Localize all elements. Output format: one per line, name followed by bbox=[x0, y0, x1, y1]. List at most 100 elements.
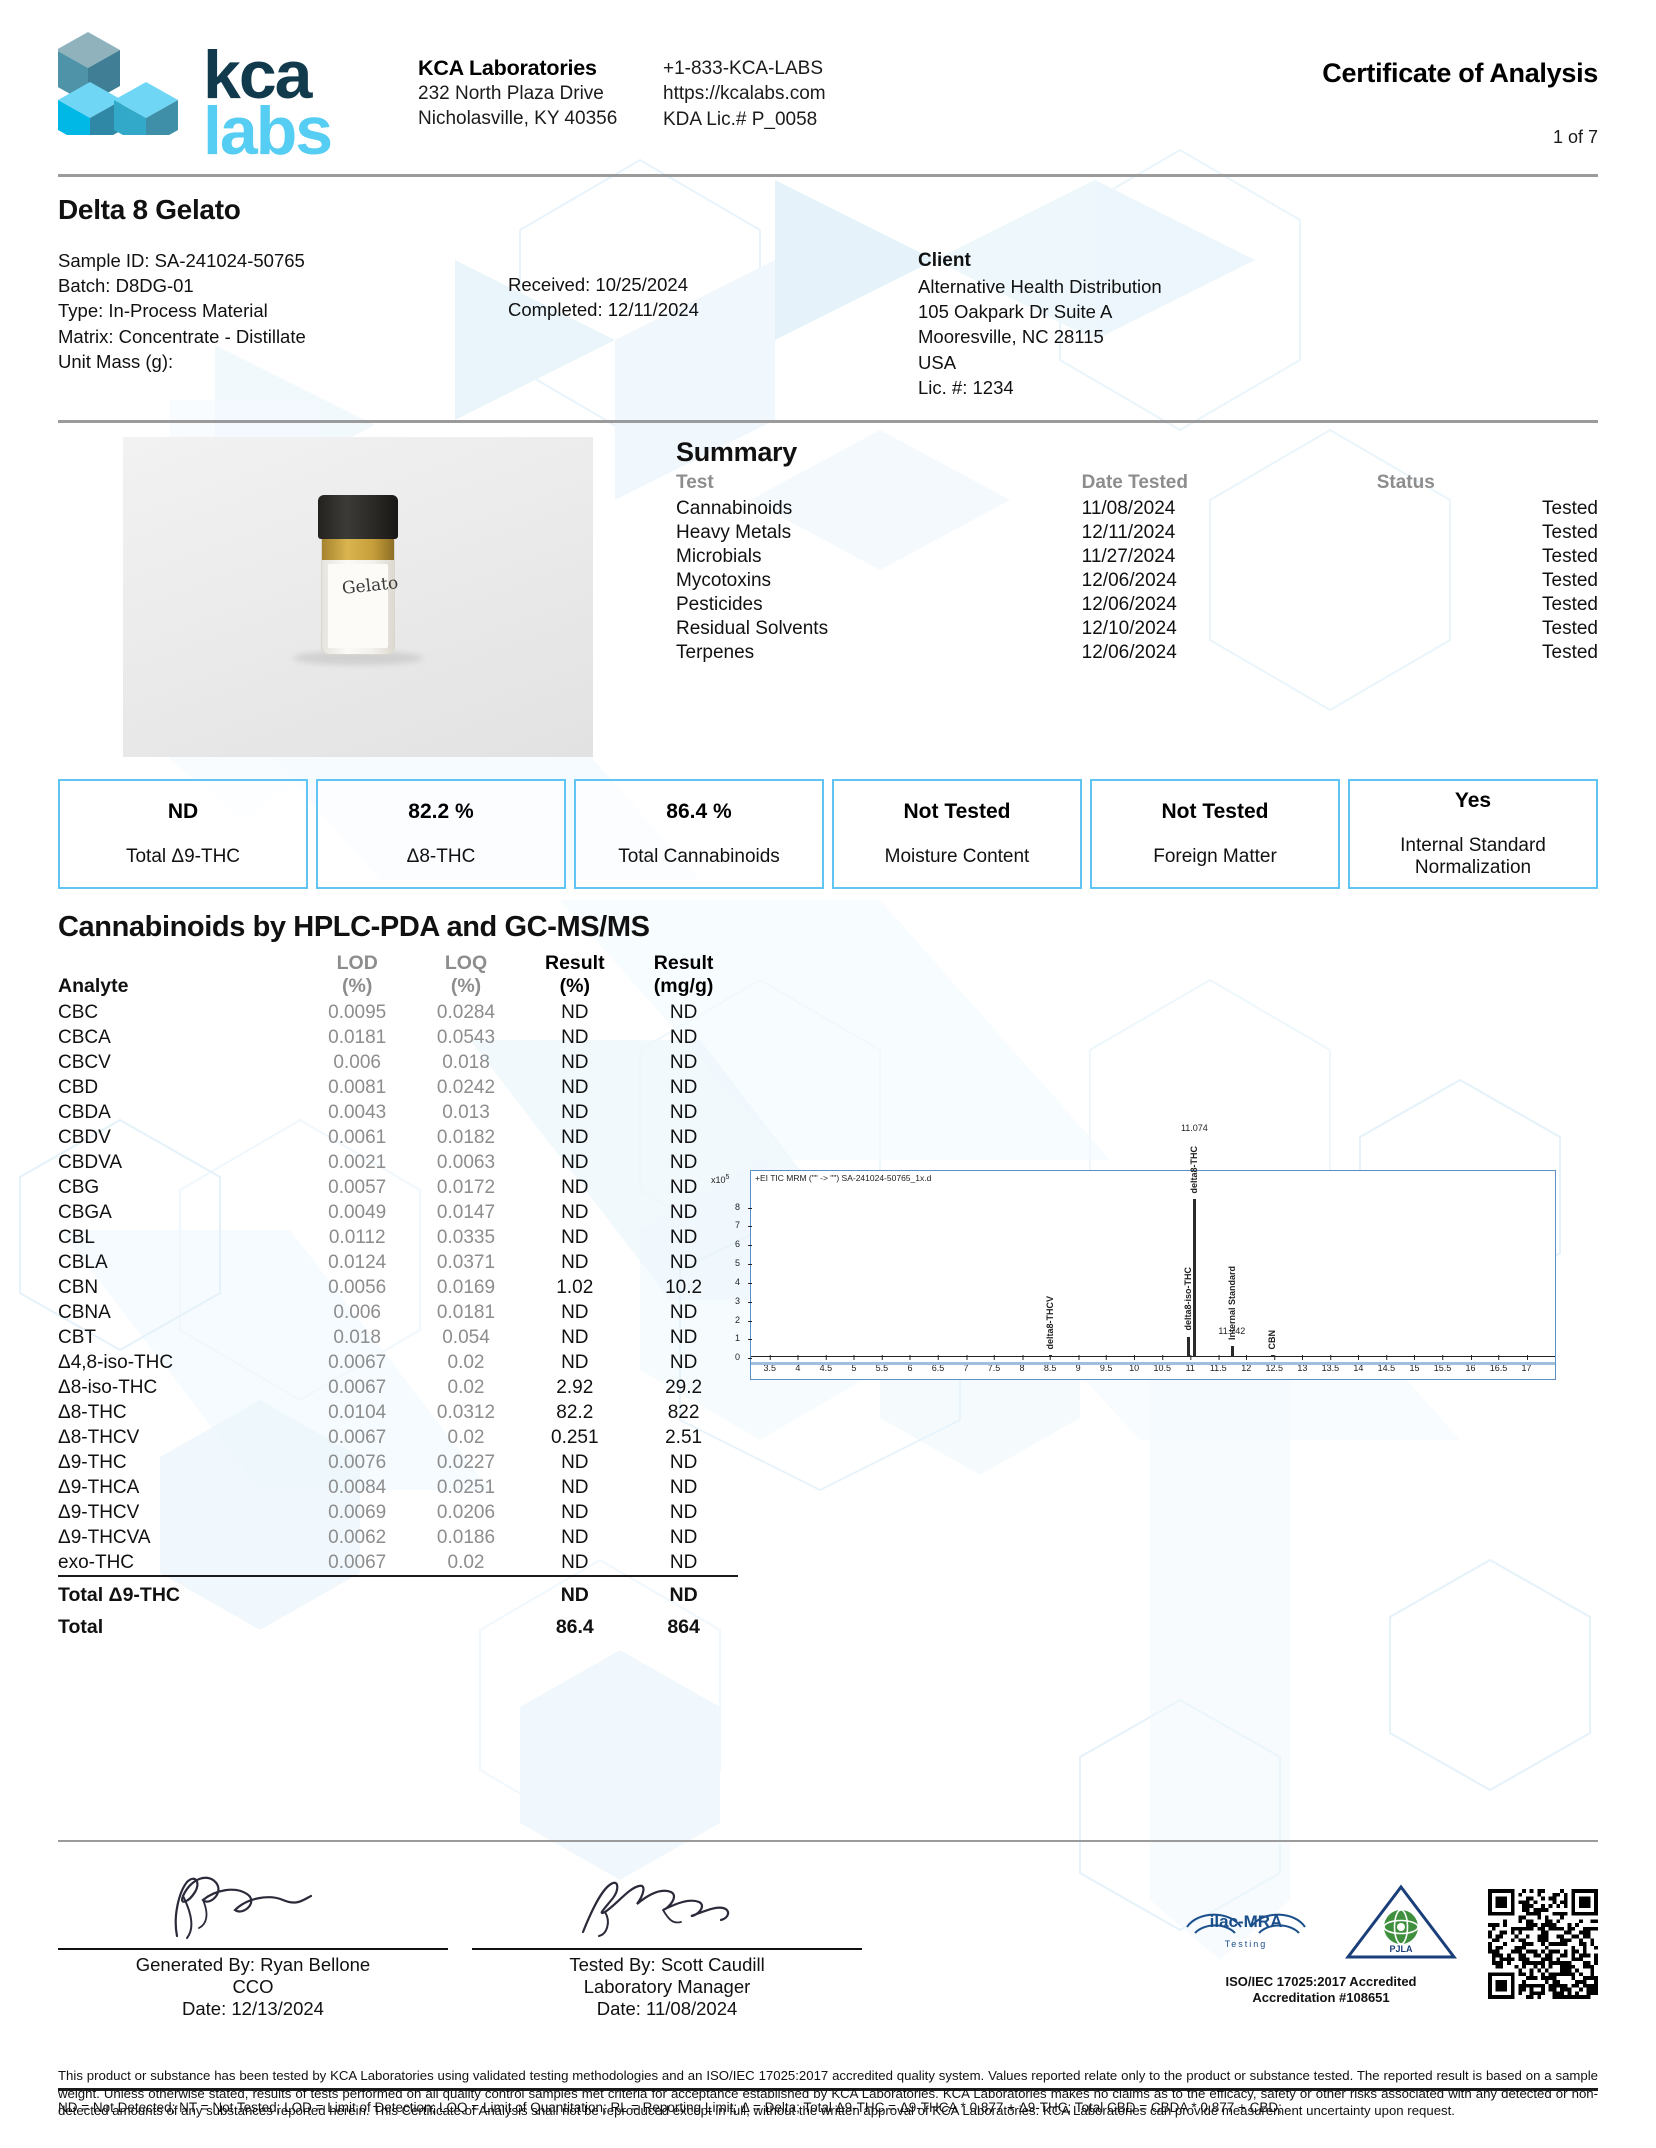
document-title: Certificate of Analysis bbox=[1322, 58, 1598, 88]
cell-loq: 0.0182 bbox=[436, 1126, 496, 1148]
cell-lod: 0.0081 bbox=[328, 1076, 387, 1098]
table-row: Pesticides 12/06/2024 Tested bbox=[676, 593, 1598, 617]
cannabinoids-table-column: Analyte LOD (%) LOQ (%) Result (%) bbox=[58, 952, 738, 1640]
summary-date: 12/06/2024 bbox=[1081, 570, 1177, 592]
cell-lod: 0.0112 bbox=[328, 1226, 386, 1248]
cell-loq: 0.0284 bbox=[436, 1001, 496, 1023]
sample-photo: Gelato bbox=[123, 437, 593, 758]
client-country: USA bbox=[918, 351, 957, 373]
sample-title: Delta 8 Gelato bbox=[58, 193, 241, 225]
cell-an: Δ8-THC bbox=[58, 1401, 127, 1423]
highlight-value: Not Tested bbox=[903, 800, 1011, 824]
cell-r2: 2.51 bbox=[665, 1426, 703, 1448]
summary-table: Test Date Tested Status Cannabinoids 11/… bbox=[676, 470, 1598, 665]
kca-labs-logo: kca labs bbox=[56, 30, 418, 169]
highlight-label: Moisture Content bbox=[884, 846, 1030, 868]
lab-address-line-1: 232 North Plaza Drive bbox=[418, 83, 604, 104]
col-result-pct-title: Result bbox=[544, 952, 605, 975]
table-row: Residual Solvents 12/10/2024 Tested bbox=[676, 617, 1598, 641]
table-row: CBLA 0.0124 0.0371 ND ND bbox=[58, 1250, 738, 1275]
client-heading: Client bbox=[918, 249, 971, 271]
table-row: Δ4,8-iso-THC 0.0067 0.02 ND ND bbox=[58, 1350, 738, 1375]
cell-loq: 0.0147 bbox=[436, 1201, 496, 1223]
cell-r1: ND bbox=[561, 1476, 589, 1498]
qr-code[interactable] bbox=[1488, 1889, 1598, 2000]
accreditation-badges: ilac-MRA Testing PJLA bbox=[886, 1883, 1598, 2021]
y-tick-label: 8 bbox=[735, 1202, 752, 1212]
table-row: Δ8-iso-THC 0.0067 0.02 2.92 29.2 bbox=[58, 1375, 738, 1400]
col-loq-unit: (%) bbox=[450, 975, 482, 998]
vial-handwritten-text: Gelato bbox=[341, 573, 400, 600]
cell-an: CBD bbox=[58, 1076, 99, 1098]
x-tick-label: 11 bbox=[1186, 1355, 1195, 1373]
cell-lod: 0.006 bbox=[333, 1051, 381, 1073]
cell-r2: ND bbox=[669, 1126, 698, 1148]
cell-an: Δ8-iso-THC bbox=[58, 1376, 158, 1398]
highlight-value: ND bbox=[167, 800, 199, 824]
highlight-box-foreign-matter: Not Tested Foreign Matter bbox=[1090, 779, 1340, 890]
highlight-box-total-cannabinoids: 86.4 % Total Cannabinoids bbox=[574, 779, 824, 890]
cell-r2: ND bbox=[669, 1151, 698, 1173]
table-row: CBDVA 0.0021 0.0063 ND ND bbox=[58, 1150, 738, 1175]
chromatogram-peak-label: delta8-iso-THC bbox=[1182, 1267, 1193, 1331]
summary-test: Pesticides bbox=[676, 594, 763, 616]
cell-r2: ND bbox=[669, 1076, 698, 1098]
summary-date: 11/27/2024 bbox=[1081, 546, 1176, 568]
sample-info-row: Sample ID: SA-241024-50765 Batch: D8DG-0… bbox=[58, 248, 1598, 401]
cell-an: exo-THC bbox=[58, 1551, 135, 1573]
cell-loq: 0.018 bbox=[442, 1051, 490, 1073]
highlight-box-d8-thc: 82.2 % Δ8-THC bbox=[316, 779, 566, 890]
table-row: CBCA 0.0181 0.0543 ND ND bbox=[58, 1025, 738, 1050]
total-an: Total bbox=[58, 1615, 104, 1638]
signature-image-scott-caudill bbox=[472, 1860, 862, 1946]
client-street: 105 Oakpark Dr Suite A bbox=[918, 300, 1113, 322]
highlight-box-moisture-content: Not Tested Moisture Content bbox=[832, 779, 1082, 890]
chromatogram-peak-rt: 11.074 bbox=[1180, 1123, 1208, 1134]
table-row: exo-THC 0.0067 0.02 ND ND bbox=[58, 1550, 738, 1576]
lab-website-link[interactable]: https://kcalabs.com bbox=[663, 83, 826, 105]
summary-status: Tested bbox=[1542, 546, 1598, 568]
cell-loq: 0.0251 bbox=[436, 1476, 496, 1498]
cell-r2: ND bbox=[669, 1451, 698, 1473]
cell-lod: 0.0181 bbox=[328, 1026, 387, 1048]
summary-status: Tested bbox=[1542, 618, 1598, 640]
logo-word-labs: labs bbox=[203, 92, 333, 169]
col-result-mgg: Result (mg/g) bbox=[629, 952, 738, 1000]
table-row: Heavy Metals 12/11/2024 Tested bbox=[676, 521, 1598, 545]
chromatogram-peak-label: delta8-THCV bbox=[1045, 1295, 1056, 1350]
cell-r1: ND bbox=[561, 1001, 589, 1023]
summary-col-status: Status bbox=[1376, 472, 1435, 494]
col-result-pct: Result (%) bbox=[520, 952, 629, 1000]
iso-accreditation-text: ISO/IEC 17025:2017 Accredited Accreditat… bbox=[1176, 1974, 1466, 2007]
sample-matrix: Matrix: Concentrate - Distillate bbox=[58, 325, 306, 347]
cell-an: CBDA bbox=[58, 1101, 111, 1123]
cell-lod: 0.0062 bbox=[328, 1526, 387, 1548]
x-tick-label: 17 bbox=[1522, 1355, 1532, 1373]
col-lod-unit: (%) bbox=[342, 975, 373, 998]
chromatogram-peak bbox=[1230, 1345, 1234, 1358]
cell-r1: ND bbox=[561, 1051, 589, 1073]
cell-loq: 0.0543 bbox=[436, 1026, 496, 1048]
x-tick-label: 7 bbox=[963, 1355, 969, 1373]
summary-date: 12/06/2024 bbox=[1081, 594, 1177, 616]
signature-date: Date: 12/13/2024 bbox=[182, 1998, 324, 2019]
cell-r2: ND bbox=[669, 1226, 698, 1248]
table-row: Mycotoxins 12/06/2024 Tested bbox=[676, 569, 1598, 593]
header-divider bbox=[58, 173, 1598, 177]
highlight-box-internal-standard: Yes Internal Standard Normalization bbox=[1348, 779, 1598, 890]
sample-id: Sample ID: SA-241024-50765 bbox=[58, 249, 305, 271]
cell-r2: ND bbox=[669, 1101, 698, 1123]
summary-test: Terpenes bbox=[676, 642, 755, 664]
cell-r1: 82.2 bbox=[556, 1401, 594, 1423]
x-tick-label: 9.5 bbox=[1100, 1355, 1112, 1373]
chromatogram-peak bbox=[1193, 1199, 1196, 1358]
table-row: CBN 0.0056 0.0169 1.02 10.2 bbox=[58, 1275, 738, 1300]
svg-text:Testing: Testing bbox=[1225, 1939, 1268, 1949]
summary-date: 12/11/2024 bbox=[1081, 522, 1176, 544]
cell-r1: ND bbox=[561, 1201, 589, 1223]
cannabinoids-table-body: CBC 0.0095 0.0284 ND ND CBCA 0.0181 0.0543 ND ND C… bbox=[58, 1000, 738, 1640]
iso-line-2: Accreditation #108651 bbox=[1252, 1989, 1390, 2005]
signature-role: CCO bbox=[232, 1976, 274, 1997]
client-city: Mooresville, NC 28115 bbox=[918, 326, 1104, 348]
page-indicator: 1 of 7 bbox=[1552, 127, 1598, 147]
